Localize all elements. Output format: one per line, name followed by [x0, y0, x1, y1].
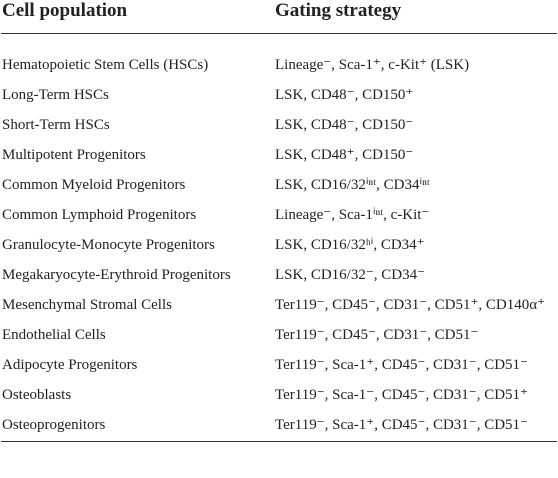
population-cell: Short-Term HSCs: [2, 117, 110, 133]
table-row: Osteoblasts Ter119⁻, Sca-1⁻, CD45⁻, CD31⁻…: [1, 381, 557, 411]
population-cell: Granulocyte-Monocyte Progenitors: [2, 237, 215, 253]
table-row: Granulocyte-Monocyte Progenitors LSK, CD1…: [1, 231, 557, 261]
gating-cell: LSK, CD48⁻, CD150⁺: [275, 87, 414, 103]
gating-cell: LSK, CD16/32ʰⁱ, CD34⁺: [275, 237, 425, 253]
population-cell: Common Myeloid Progenitors: [2, 177, 186, 193]
population-cell: Multipotent Progenitors: [2, 147, 146, 163]
population-cell: Endothelial Cells: [2, 327, 106, 343]
gating-cell: Ter119⁻, CD45⁻, CD31⁻, CD51⁺, CD140α⁺: [275, 297, 546, 313]
gating-cell: LSK, CD48⁺, CD150⁻: [275, 147, 414, 163]
gating-cell: Ter119⁻, Sca-1⁺, CD45⁻, CD31⁻, CD51⁻: [275, 357, 528, 373]
population-cell: Common Lymphoid Progenitors: [2, 207, 197, 223]
population-cell: Hematopoietic Stem Cells (HSCs): [2, 57, 209, 73]
table-row: Endothelial Cells Ter119⁻, CD45⁻, CD31⁻, …: [1, 321, 557, 351]
table-row: Multipotent Progenitors LSK, CD48⁺, CD150…: [1, 141, 557, 171]
population-cell: Mesenchymal Stromal Cells: [2, 297, 172, 313]
population-cell: Osteoprogenitors: [1, 411, 275, 442]
gating-cell: LSK, CD16/32⁻, CD34⁻: [275, 267, 426, 283]
population-cell: Long-Term HSCs: [2, 87, 109, 103]
gating-cell: Ter119⁻, Sca-1⁺, CD45⁻, CD31⁻, CD51⁻: [275, 411, 557, 442]
table-row: Adipocyte Progenitors Ter119⁻, Sca-1⁺, CD…: [1, 351, 557, 381]
population-cell: Adipocyte Progenitors: [2, 357, 138, 373]
table-row: Megakaryocyte-Erythroid Progenitors LSK, …: [1, 261, 557, 291]
gating-cell: Lineage⁻, Sca-1⁺, c-Kit⁺ (LSK): [275, 57, 470, 73]
gating-cell: Ter119⁻, Sca-1⁻, CD45⁻, CD31⁻, CD51⁺: [275, 387, 528, 403]
table-body: Hematopoietic Stem Cells (HSCs) Lineage⁻,…: [1, 34, 557, 442]
population-cell: Osteoblasts: [2, 387, 72, 403]
table-row: Hematopoietic Stem Cells (HSCs) Lineage⁻,…: [1, 34, 557, 82]
gating-cell: Lineage⁻, Sca-1ⁱⁿᵗ, c-Kit⁻: [275, 207, 430, 223]
table-row: Long-Term HSCs LSK, CD48⁻, CD150⁺: [1, 81, 557, 111]
header-cell: Gating strategy: [275, 0, 557, 34]
table-row: Osteoprogenitors Ter119⁻, Sca-1⁺, CD45⁻, …: [1, 411, 557, 442]
gating-cell: LSK, CD16/32ⁱⁿᵗ, CD34ⁱⁿᵗ: [275, 177, 430, 193]
table-row: Common Myeloid Progenitors LSK, CD16/32ⁱⁿ…: [1, 171, 557, 201]
population-cell: Megakaryocyte-Erythroid Progenitors: [2, 267, 231, 283]
header-cell: Cell population: [1, 0, 275, 34]
gating-cell: LSK, CD48⁻, CD150⁻: [275, 117, 414, 133]
table-row: Short-Term HSCs LSK, CD48⁻, CD150⁻: [1, 111, 557, 141]
table: Cell population Gating strategy Hematopo…: [1, 0, 557, 442]
gating-cell: Ter119⁻, CD45⁻, CD31⁻, CD51⁻: [275, 327, 479, 343]
table-row: Mesenchymal Stromal Cells Ter119⁻, CD45⁻,…: [1, 291, 557, 321]
table-row: Common Lymphoid Progenitors Lineage⁻, Sca…: [1, 201, 557, 231]
header-row: Cell population Gating strategy: [1, 0, 557, 34]
